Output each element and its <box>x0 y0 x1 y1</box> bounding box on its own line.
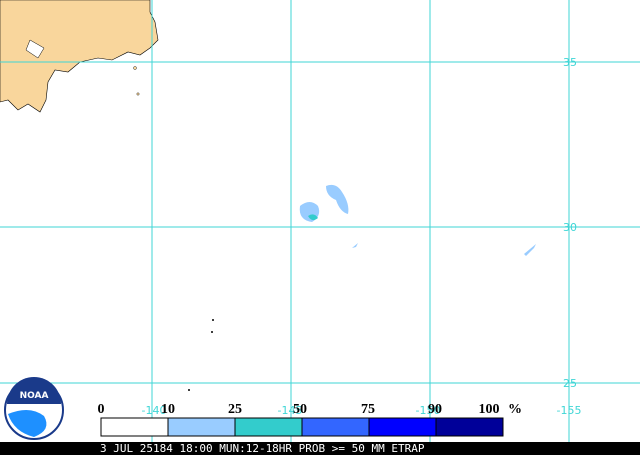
island <box>136 92 140 96</box>
island <box>212 319 214 321</box>
precip-area <box>524 244 536 256</box>
land <box>0 0 159 113</box>
noaa-logo: NOAA <box>4 377 64 440</box>
legend-label: 10 <box>161 402 175 417</box>
lat-label: 35 <box>563 56 577 69</box>
lon-label: -145 <box>278 404 303 417</box>
legend-label: 100 <box>479 402 500 417</box>
island <box>133 66 137 70</box>
legend <box>100 417 504 437</box>
lon-label: -155 <box>557 404 582 417</box>
lon-label: -150 <box>416 404 441 417</box>
island <box>188 389 190 391</box>
footer-bar <box>0 442 640 455</box>
peninsula <box>25 39 45 59</box>
legend-label: 75 <box>361 402 375 417</box>
lon-label: -140 <box>142 404 167 417</box>
legend-label: 90 <box>428 402 442 417</box>
legend-unit: % <box>508 402 522 417</box>
legend-label: 0 <box>98 402 105 417</box>
precip-area <box>352 243 358 248</box>
lat-label: 25 <box>563 377 577 390</box>
logo-text: NOAA <box>20 391 49 401</box>
graticule <box>0 0 640 442</box>
lat-label: 30 <box>563 221 577 234</box>
footer-text: 3 JUL 25184 18:00 MUN:12-18HR PROB >= 50… <box>100 442 425 455</box>
precip-area <box>308 214 318 221</box>
legend-label: 50 <box>293 402 307 417</box>
island <box>211 331 213 333</box>
legend-label: 25 <box>228 402 242 417</box>
precip-area <box>326 184 349 214</box>
